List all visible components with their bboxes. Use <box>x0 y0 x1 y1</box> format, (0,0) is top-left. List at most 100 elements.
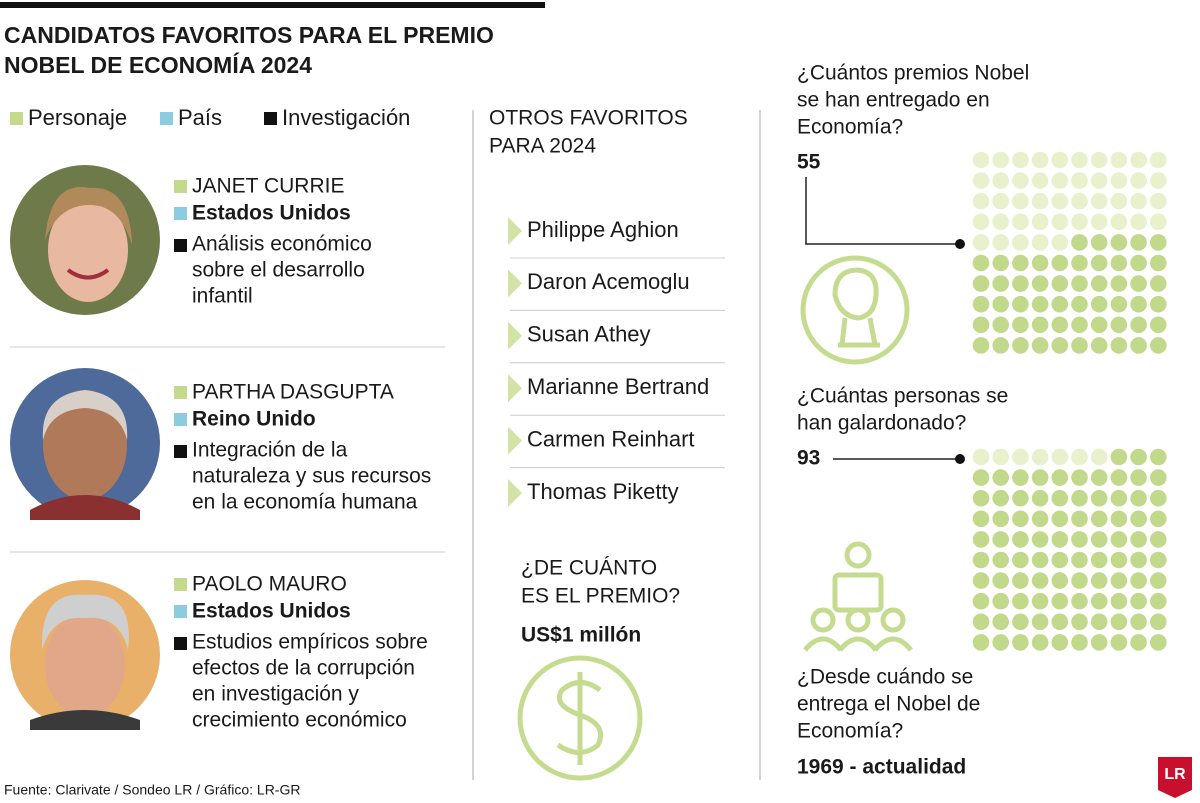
dot <box>1071 151 1088 169</box>
dot <box>1150 316 1167 334</box>
connector-dot <box>955 454 965 464</box>
dot <box>1110 275 1128 292</box>
dot-grid-value <box>972 448 1167 651</box>
dot <box>1012 592 1029 610</box>
dot <box>1110 572 1128 589</box>
prize-question: ¿DE CUÁNTO <box>521 557 657 580</box>
dot <box>1150 192 1167 210</box>
dot <box>1110 172 1128 189</box>
dot <box>1012 275 1029 292</box>
dot-grid-rest <box>972 151 1167 251</box>
dot <box>992 551 1009 569</box>
swatch <box>174 180 187 193</box>
dollar-icon <box>517 655 643 781</box>
dot <box>1051 551 1069 569</box>
dot <box>1090 254 1108 272</box>
dot <box>1130 275 1147 292</box>
connector <box>805 177 958 245</box>
candidate-research: Estudios empíricos sobre <box>192 631 428 654</box>
dot <box>1031 234 1049 251</box>
dot <box>1071 337 1088 354</box>
other-name: Philippe Aghion <box>527 217 679 242</box>
dot <box>1071 572 1088 589</box>
dot <box>1090 213 1108 231</box>
dot <box>1071 592 1088 610</box>
stat-question: han galardonado? <box>797 412 966 435</box>
dot <box>1130 613 1147 631</box>
dot <box>1150 531 1167 548</box>
dot <box>972 172 990 189</box>
candidate-country: Reino Unido <box>192 408 316 431</box>
dot <box>1031 337 1049 354</box>
dot <box>1051 295 1069 313</box>
dot <box>1150 295 1167 313</box>
dot <box>1012 469 1029 486</box>
photo <box>10 165 160 315</box>
dot <box>1012 213 1029 231</box>
dot <box>1090 275 1108 292</box>
dot <box>972 634 990 651</box>
dot <box>992 510 1009 528</box>
since-question: Economía? <box>797 720 903 743</box>
photo <box>10 368 160 520</box>
dot <box>972 337 990 354</box>
dot <box>1051 592 1069 610</box>
dot <box>1150 151 1167 169</box>
dot <box>1031 316 1049 334</box>
dot <box>1130 254 1147 272</box>
dot <box>1051 572 1069 589</box>
dot <box>1051 316 1069 334</box>
stat-value: 55 <box>797 151 821 174</box>
dot <box>1150 213 1167 231</box>
dot <box>1130 489 1147 507</box>
candidate-country: Estados Unidos <box>192 202 351 225</box>
stat-question: ¿Cuántos premios Nobel <box>797 62 1029 85</box>
dot <box>1031 151 1049 169</box>
dot <box>1090 613 1108 631</box>
bullet <box>508 426 522 455</box>
other-name: Thomas Piketty <box>527 479 679 504</box>
dot <box>1071 634 1088 651</box>
dot <box>1130 234 1147 251</box>
since-answer: 1969 - actualidad <box>797 756 966 779</box>
dot <box>1031 531 1049 548</box>
dot <box>992 254 1009 272</box>
dot <box>1012 254 1029 272</box>
dot <box>1031 469 1049 486</box>
stat-question: se han entregado en <box>797 89 990 112</box>
connector-dot <box>955 239 965 249</box>
dot <box>992 634 1009 651</box>
stat-value: 93 <box>797 447 820 470</box>
swatch <box>174 578 187 591</box>
dot <box>1090 192 1108 210</box>
dot <box>992 213 1009 231</box>
dot <box>1090 448 1108 466</box>
dot <box>1150 510 1167 528</box>
dot <box>1031 551 1049 569</box>
logo <box>1158 757 1192 798</box>
dot <box>1051 254 1069 272</box>
candidate-country: Estados Unidos <box>192 600 351 623</box>
dot <box>1090 469 1108 486</box>
dot <box>1110 316 1128 334</box>
dot <box>1150 337 1167 354</box>
dot <box>1110 151 1128 169</box>
dot <box>1031 634 1049 651</box>
dot <box>1130 192 1147 210</box>
source: Fuente: Clarivate / Sondeo LR / Gráfico:… <box>4 782 300 798</box>
dot <box>1071 213 1088 231</box>
dot <box>1110 337 1128 354</box>
dot <box>1031 192 1049 210</box>
dot <box>1051 234 1069 251</box>
dot <box>1130 295 1147 313</box>
dot <box>972 316 990 334</box>
candidate-name: PAOLO MAURO <box>192 573 347 596</box>
dot <box>1110 531 1128 548</box>
bullet <box>508 479 522 507</box>
dot <box>1051 275 1069 292</box>
dot <box>1150 634 1167 651</box>
dot <box>1012 531 1029 548</box>
dot <box>1051 192 1069 210</box>
swatch <box>174 207 187 220</box>
prize-question: ES EL PREMIO? <box>521 585 680 608</box>
